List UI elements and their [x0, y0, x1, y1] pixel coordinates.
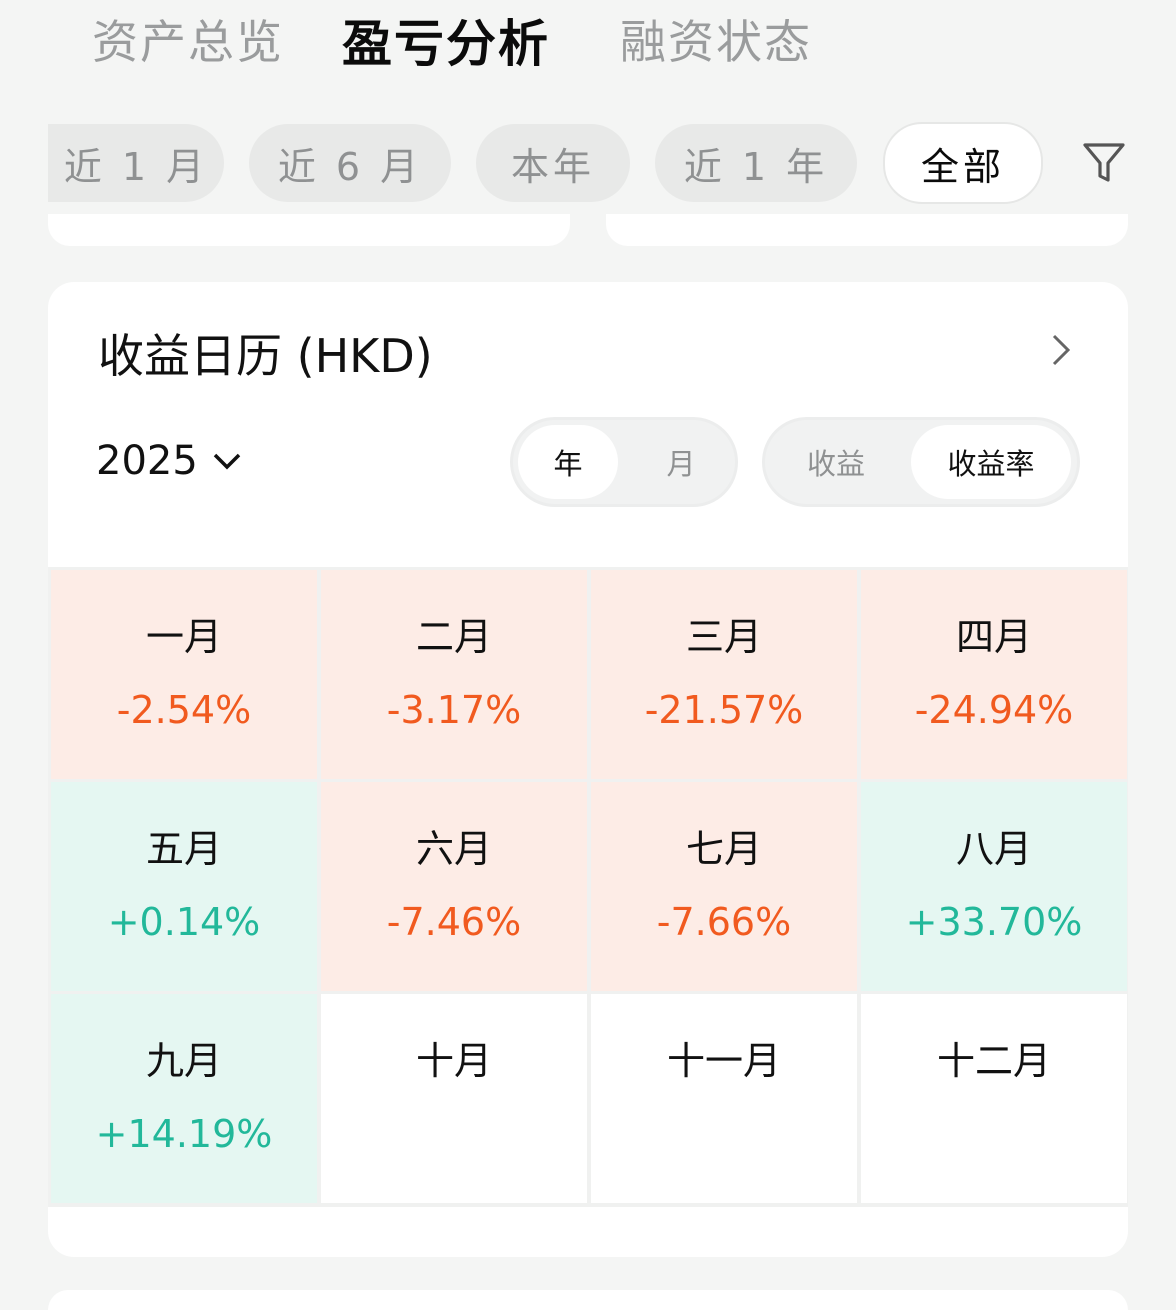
year-selector[interactable]: 2025	[96, 438, 242, 484]
chevron-right-icon[interactable]	[1046, 332, 1076, 368]
month-cell-sep[interactable]: 九月 +14.19%	[51, 994, 317, 1203]
month-return: -2.54%	[116, 688, 252, 732]
period-filter-bar: 近 1 月 近 6 月 本年 近 1 年 全部	[0, 122, 1176, 204]
month-cell-jun[interactable]: 六月 -7.46%	[321, 782, 587, 991]
filter-1-year[interactable]: 近 1 年	[655, 124, 857, 202]
month-label: 十二月	[936, 1039, 1051, 1083]
chevron-down-icon	[213, 453, 241, 470]
month-return: -7.46%	[386, 900, 522, 944]
month-return: -24.94%	[914, 688, 1074, 732]
month-label: 十月	[415, 1039, 492, 1083]
month-return: +33.70%	[905, 900, 1083, 944]
month-return: -21.57%	[644, 688, 804, 732]
tab-asset-overview[interactable]: 资产总览	[92, 15, 284, 69]
metric-toggle: 收益 收益率	[762, 417, 1080, 507]
filter-6-months[interactable]: 近 6 月	[249, 124, 451, 202]
filter-this-year[interactable]: 本年	[476, 124, 630, 202]
summary-card-left	[48, 214, 570, 246]
profit-calendar-card: 收益日历 (HKD) 2025 年 月 收益 收益率 一月 -2.54% 二月 …	[48, 282, 1128, 1257]
month-label: 四月	[955, 615, 1032, 659]
month-cell-apr[interactable]: 四月 -24.94%	[861, 570, 1127, 779]
month-cell-mar[interactable]: 三月 -21.57%	[591, 570, 857, 779]
filter-icon[interactable]	[1082, 140, 1126, 184]
month-label: 一月	[145, 615, 222, 659]
month-label: 五月	[145, 827, 222, 871]
summary-card-right	[606, 214, 1128, 246]
period-toggle: 年 月	[510, 417, 738, 507]
filter-all[interactable]: 全部	[883, 122, 1043, 204]
month-label: 九月	[145, 1039, 222, 1083]
month-return: +14.19%	[95, 1112, 273, 1156]
month-return: -7.66%	[656, 900, 792, 944]
month-grid: 一月 -2.54% 二月 -3.17% 三月 -21.57% 四月 -24.94…	[48, 567, 1128, 1207]
month-cell-oct[interactable]: 十月	[321, 994, 587, 1203]
toggle-profit[interactable]: 收益	[806, 447, 865, 481]
toggle-return-rate[interactable]: 收益率	[911, 425, 1071, 499]
month-cell-jul[interactable]: 七月 -7.66%	[591, 782, 857, 991]
month-label: 三月	[685, 615, 762, 659]
toggle-month[interactable]: 月	[666, 447, 696, 481]
month-cell-jan[interactable]: 一月 -2.54%	[51, 570, 317, 779]
tab-margin-status[interactable]: 融资状态	[620, 15, 812, 69]
top-tab-bar: 资产总览 盈亏分析 融资状态	[0, 0, 1176, 80]
month-label: 二月	[415, 615, 492, 659]
tab-pnl-analysis[interactable]: 盈亏分析	[342, 15, 550, 73]
year-value: 2025	[96, 438, 198, 484]
next-card	[48, 1290, 1128, 1310]
month-label: 十一月	[666, 1039, 781, 1083]
month-cell-aug[interactable]: 八月 +33.70%	[861, 782, 1127, 991]
month-label: 八月	[955, 827, 1032, 871]
month-cell-may[interactable]: 五月 +0.14%	[51, 782, 317, 991]
filter-1-month[interactable]: 近 1 月	[48, 124, 224, 202]
month-label: 七月	[685, 827, 762, 871]
month-cell-feb[interactable]: 二月 -3.17%	[321, 570, 587, 779]
month-label: 六月	[415, 827, 492, 871]
month-return: -3.17%	[386, 688, 522, 732]
month-return: +0.14%	[107, 900, 261, 944]
month-cell-dec[interactable]: 十二月	[861, 994, 1127, 1203]
toggle-year[interactable]: 年	[518, 425, 618, 499]
month-cell-nov[interactable]: 十一月	[591, 994, 857, 1203]
card-title: 收益日历 (HKD)	[98, 329, 433, 383]
